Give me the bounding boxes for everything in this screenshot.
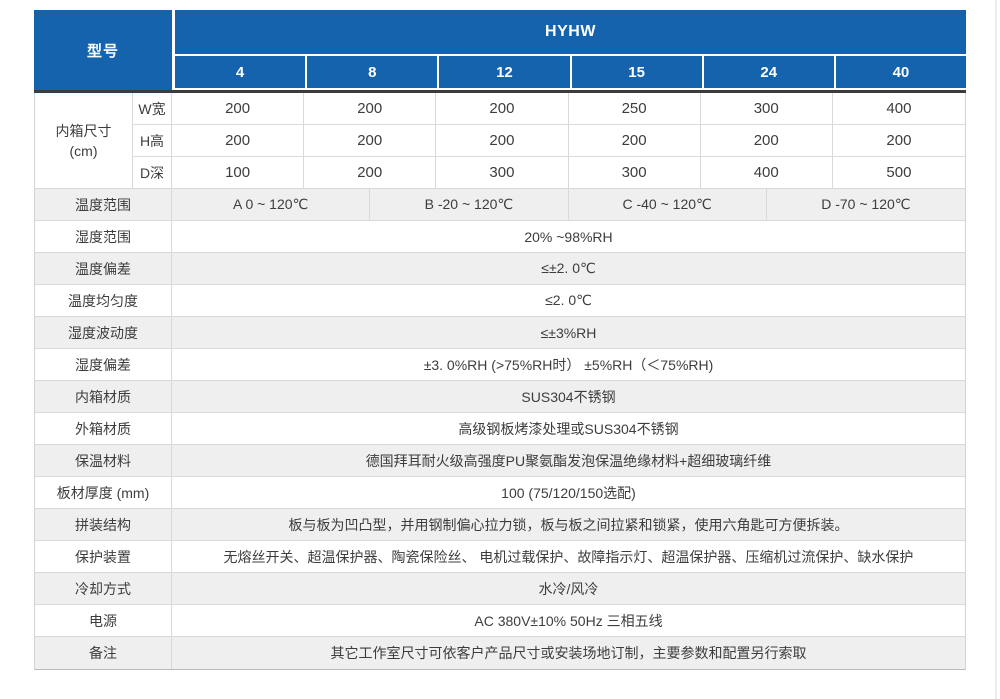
dimension-value-cell: 300 (436, 157, 569, 189)
dimension-value-cell: 200 (304, 93, 437, 125)
series-header-cell: HYHW (175, 10, 966, 56)
spec-row-temp-range: 温度范围 A 0 ~ 120℃ B -20 ~ 120℃ C -40 ~ 120… (35, 189, 965, 221)
spec-row: 保温材料 德国拜耳耐火级高强度PU聚氨酯发泡保温绝缘材料+超细玻璃纤维 (35, 445, 965, 477)
spec-value: 德国拜耳耐火级高强度PU聚氨酯发泡保温绝缘材料+超细玻璃纤维 (172, 445, 965, 477)
spec-value: 水冷/风冷 (172, 573, 965, 605)
model-header-label: 型号 (86, 42, 119, 60)
temp-range-cell: A 0 ~ 120℃ (172, 189, 371, 221)
spec-row: 电源 AC 380V±10% 50Hz 三相五线 (35, 605, 965, 637)
spec-label: 温度偏差 (35, 253, 172, 285)
spec-value: ≤±3%RH (172, 317, 965, 349)
spec-label: 保护装置 (35, 541, 172, 573)
dimension-value-cell: 200 (172, 93, 305, 125)
spec-label: 外箱材质 (35, 413, 172, 445)
temp-range-cell: D -70 ~ 120℃ (766, 189, 965, 221)
dimension-value-cell: 250 (568, 93, 701, 125)
spec-label: 温度均匀度 (35, 285, 172, 317)
series-name: HYHW (545, 23, 596, 40)
dimension-axis-label: H高 (133, 125, 172, 157)
spec-label: 冷却方式 (35, 573, 172, 605)
product-spec-table: 型号 HYHW 4 8 12 15 24 40 (34, 10, 966, 670)
model-number-cell: 4 (175, 56, 306, 88)
dimension-value-cell: 200 (700, 125, 833, 157)
temp-range-cells: A 0 ~ 120℃ B -20 ~ 120℃ C -40 ~ 120℃ D -… (172, 189, 965, 221)
spec-label: 湿度波动度 (35, 317, 172, 349)
header-right: HYHW 4 8 12 15 24 40 (175, 10, 966, 90)
spec-value: 其它工作室尺寸可依客户产品尺寸或安装场地订制，主要参数和配置另行索取 (330, 645, 807, 661)
spec-row: 外箱材质 高级钢板烤漆处理或SUS304不锈钢 (35, 413, 965, 445)
spec-value: ≤±2. 0℃ (172, 253, 965, 285)
dimension-value-cell: 200 (832, 125, 965, 157)
spec-label: 湿度范围 (35, 221, 172, 253)
spec-row: 冷却方式 水冷/风冷 (35, 573, 965, 605)
spec-label: 备注 (35, 637, 172, 669)
spec-value: 板与板为凹凸型，并用钢制偏心拉力锁，板与板之间拉紧和锁紧，使用六角匙可方便拆装。 (172, 509, 965, 541)
spec-row: 内箱材质 SUS304不锈钢 (35, 381, 965, 413)
spec-value: 20% ~98%RH (172, 221, 965, 253)
model-number-cell: 40 (835, 56, 966, 88)
spec-label: 湿度偏差 (35, 349, 172, 381)
spec-value: 高级钢板烤漆处理或SUS304不锈钢 (172, 413, 965, 445)
dimension-value-cell: 200 (172, 125, 305, 157)
table-header: 型号 HYHW 4 8 12 15 24 40 (34, 10, 966, 90)
dimensions-group-label-line2: (cm) (69, 142, 98, 159)
dimension-value-cell: 400 (832, 93, 965, 125)
model-number-cell: 12 (439, 56, 570, 88)
spec-value: SUS304不锈钢 (172, 381, 965, 413)
dimensions-group-label-line1: 内箱尺寸 (55, 122, 112, 139)
spec-section: 温度范围 A 0 ~ 120℃ B -20 ~ 120℃ C -40 ~ 120… (35, 189, 965, 669)
header-divider (34, 90, 966, 93)
spec-label: 板材厚度 (mm) (35, 477, 172, 509)
temp-range-cell: C -40 ~ 120℃ (568, 189, 767, 221)
dimension-value-cell: 400 (700, 157, 833, 189)
spec-label: 内箱材质 (35, 381, 172, 413)
spec-row: 板材厚度 (mm) 100 (75/120/150选配) (35, 477, 965, 509)
model-number-cell: 15 (571, 56, 702, 88)
spec-value: 无熔丝开关、超温保护器、陶瓷保险丝、 电机过载保护、故障指示灯、超温保护器、压缩… (172, 541, 965, 573)
spec-value: ±3. 0%RH (>75%RH时） ±5%RH（＜75%RH) (172, 349, 965, 381)
spec-row: 温度偏差 ≤±2. 0℃ (35, 253, 965, 285)
dimension-value-cell: 500 (832, 157, 965, 189)
model-number-cell: 8 (307, 56, 438, 88)
dimension-value-cell: 300 (568, 157, 701, 189)
dimension-value-cell: 200 (436, 93, 569, 125)
spec-value: ≤2. 0℃ (172, 285, 965, 317)
spec-value: 100 (75/120/150选配) (172, 477, 965, 509)
spec-row: 保护装置 无熔丝开关、超温保护器、陶瓷保险丝、 电机过载保护、故障指示灯、超温保… (35, 541, 965, 573)
spec-label: 保温材料 (35, 445, 172, 477)
spec-row: 拼装结构 板与板为凹凸型，并用钢制偏心拉力锁，板与板之间拉紧和锁紧，使用六角匙可… (35, 509, 965, 541)
dimension-value-cell: 200 (304, 157, 437, 189)
dimensions-group-label: 内箱尺寸 (cm) (35, 93, 133, 189)
dimension-axis-label: D深 (133, 157, 172, 189)
spec-label: 电源 (35, 605, 172, 637)
dimension-value-cell: 100 (172, 157, 305, 189)
dimension-value-cell: 200 (568, 125, 701, 157)
dimension-value-cell: 200 (436, 125, 569, 157)
model-header-cell: 型号 (34, 10, 172, 90)
spec-label: 拼装结构 (35, 509, 172, 541)
page-edge-line (995, 0, 997, 699)
model-number-row: 4 8 12 15 24 40 (175, 56, 966, 88)
spec-row: 湿度范围 20% ~98%RH (35, 221, 965, 253)
spec-row: 备注 其它工作室尺寸可依客户产品尺寸或安装场地订制，主要参数和配置另行索取 (35, 637, 965, 669)
table-body: 内箱尺寸 (cm) W宽 200 200 200 250 300 400 H高 … (34, 93, 966, 670)
dimension-value-cell: 200 (304, 125, 437, 157)
model-number-cell: 24 (703, 56, 834, 88)
spec-label: 温度范围 (35, 189, 172, 221)
temp-range-cell: B -20 ~ 120℃ (370, 189, 569, 221)
spec-row: 湿度偏差 ±3. 0%RH (>75%RH时） ±5%RH（＜75%RH) (35, 349, 965, 381)
spec-value: AC 380V±10% 50Hz 三相五线 (172, 605, 965, 637)
dimension-value-cell: 300 (700, 93, 833, 125)
dimension-axis-label: W宽 (133, 93, 172, 125)
spec-row: 湿度波动度 ≤±3%RH (35, 317, 965, 349)
spec-row: 温度均匀度 ≤2. 0℃ (35, 285, 965, 317)
inner-dimensions-section: 内箱尺寸 (cm) W宽 200 200 200 250 300 400 H高 … (35, 93, 965, 189)
